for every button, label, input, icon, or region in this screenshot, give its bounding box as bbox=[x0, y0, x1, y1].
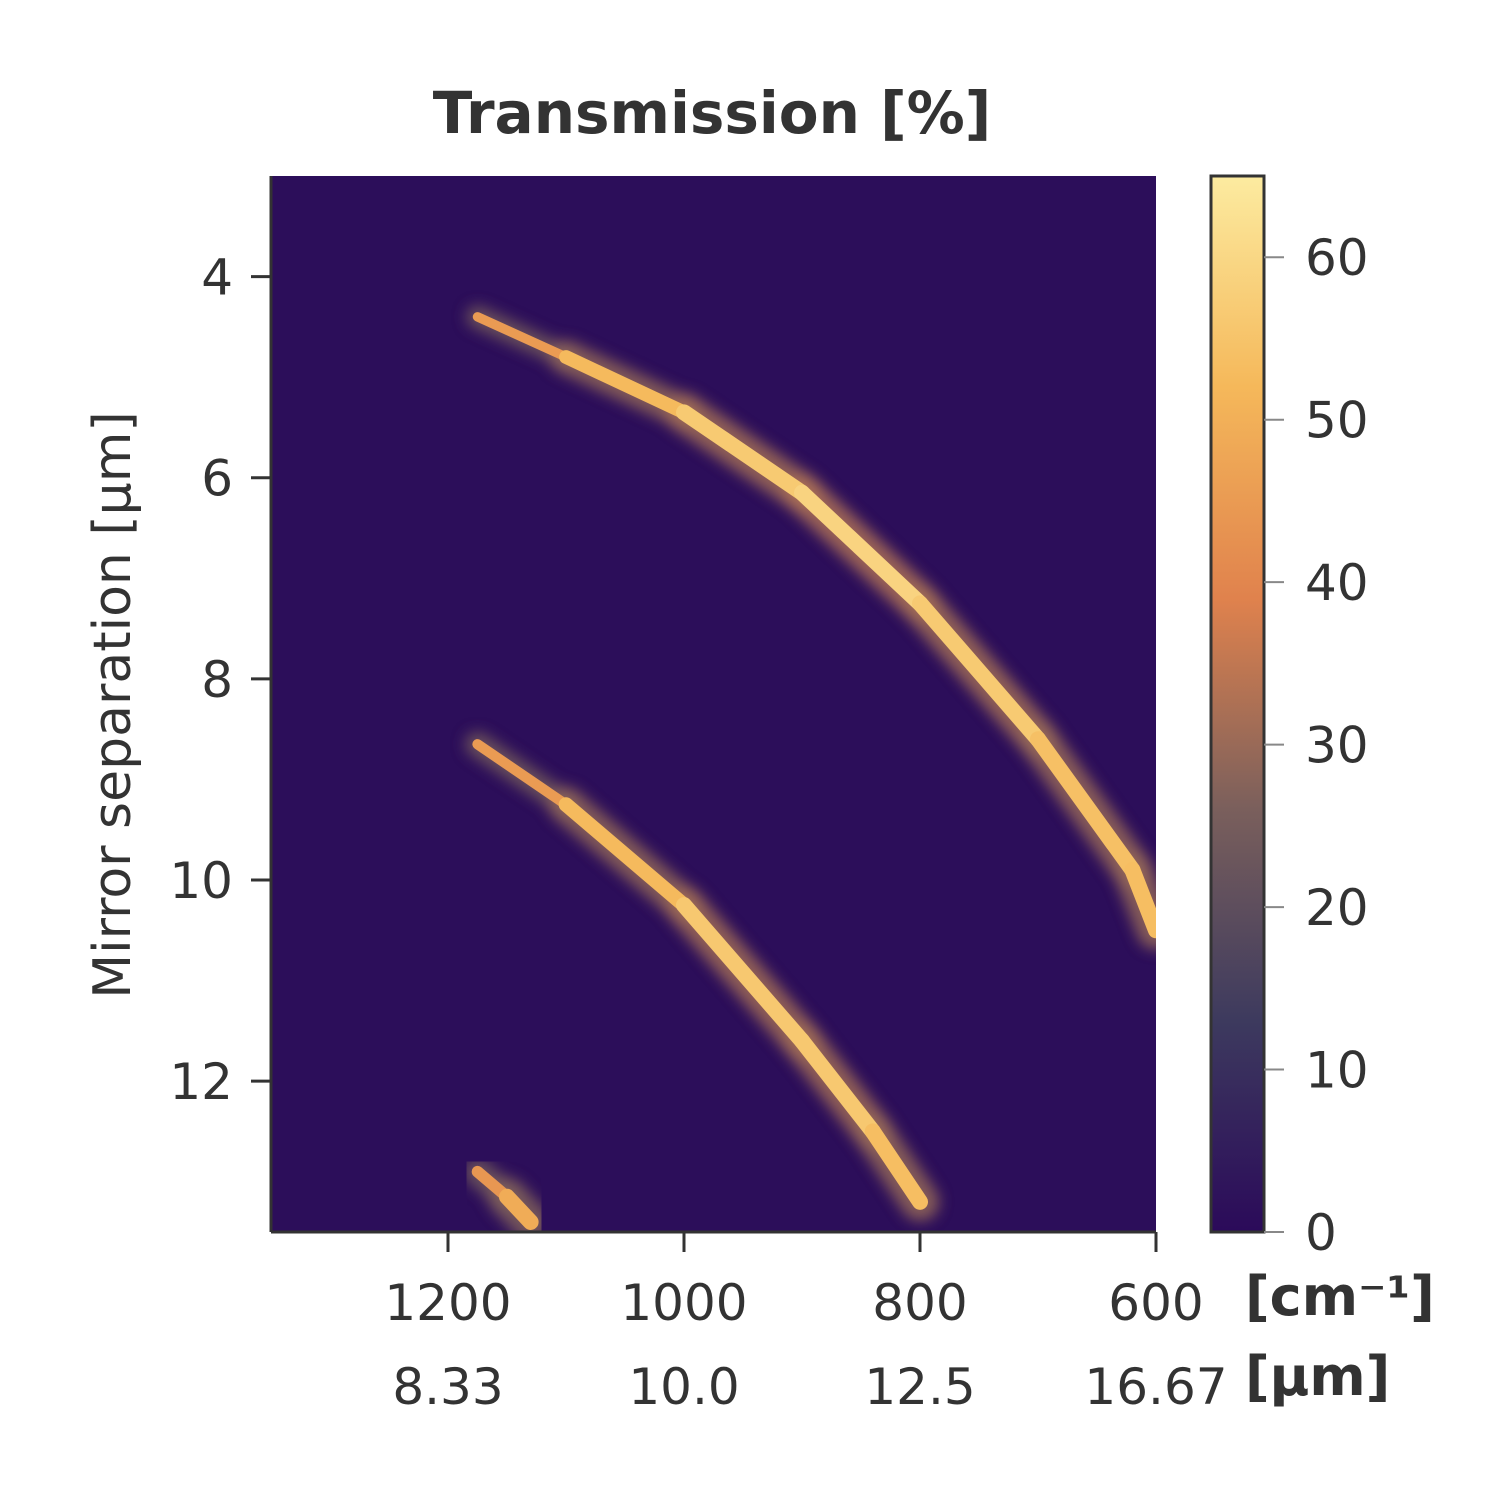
transmission-band-1 bbox=[466, 305, 1156, 950]
x-tick-label-wavenumber: 800 bbox=[872, 1274, 967, 1332]
plot-area bbox=[269, 176, 1156, 1234]
transmission-band-3 bbox=[463, 1157, 550, 1232]
x-tick-label-wavenumber: 1200 bbox=[384, 1274, 511, 1332]
colorbar-tick-label: 60 bbox=[1305, 229, 1369, 287]
colorbar-tick-label: 20 bbox=[1305, 879, 1369, 937]
band-1-segment bbox=[559, 350, 691, 420]
y-tick-label: 6 bbox=[201, 450, 233, 508]
colorbar-ticks: 0 10 20 30 40 50 60 bbox=[1264, 229, 1369, 1262]
y-axis-ticks: 4 6 8 10 12 bbox=[169, 249, 271, 1111]
band-2-segment bbox=[794, 1032, 881, 1140]
band-1-segment bbox=[472, 312, 571, 362]
colorbar-fill bbox=[1209, 174, 1266, 1234]
transmission-bands bbox=[463, 305, 1156, 1232]
x-tick-label-wavenumber: 600 bbox=[1108, 1274, 1203, 1332]
band-1-segment bbox=[676, 404, 810, 501]
y-axis-label: Mirror separation [µm] bbox=[83, 411, 143, 998]
y-tick-label: 8 bbox=[201, 651, 233, 709]
x-tick-label-wavelength: 12.5 bbox=[864, 1358, 975, 1416]
x-axis-ticks: 1200 8.33 1000 10.0 800 12.5 600 16.67 bbox=[384, 1232, 1228, 1416]
y-tick-label: 10 bbox=[169, 852, 233, 910]
colorbar-tick-label: 10 bbox=[1305, 1042, 1369, 1100]
x-axis-unit-wavenumber: [cm⁻¹] bbox=[1245, 1265, 1435, 1328]
band-2-segment bbox=[864, 1123, 928, 1210]
band-2-segment bbox=[558, 797, 692, 913]
colorbar-tick-label: 0 bbox=[1305, 1204, 1337, 1262]
transmission-band-2 bbox=[465, 731, 940, 1222]
band-1-segment bbox=[1030, 731, 1141, 878]
band-1-segment bbox=[794, 484, 928, 612]
colorbar-tick-label: 50 bbox=[1305, 392, 1369, 450]
y-tick-label: 12 bbox=[169, 1053, 233, 1111]
x-tick-label-wavelength: 8.33 bbox=[392, 1358, 503, 1416]
band-1-segment bbox=[1124, 861, 1156, 939]
x-axis-unit-wavelength: [µm] bbox=[1245, 1345, 1390, 1408]
band-3-segment bbox=[499, 1188, 539, 1230]
colorbar: 0 10 20 30 40 50 60 bbox=[1209, 174, 1369, 1262]
x-tick-label-wavenumber: 1000 bbox=[620, 1274, 747, 1332]
band-1-segment bbox=[912, 595, 1046, 748]
colorbar-tick-label: 40 bbox=[1305, 554, 1369, 612]
y-tick-label: 4 bbox=[201, 249, 233, 307]
chart-title: Transmission [%] bbox=[433, 79, 991, 147]
x-tick-label-wavelength: 10.0 bbox=[628, 1358, 739, 1416]
band-2-segment bbox=[676, 897, 810, 1049]
x-tick-label-wavelength: 16.67 bbox=[1084, 1358, 1227, 1416]
colorbar-tick-label: 30 bbox=[1305, 717, 1369, 775]
band-2-segment bbox=[472, 739, 572, 810]
